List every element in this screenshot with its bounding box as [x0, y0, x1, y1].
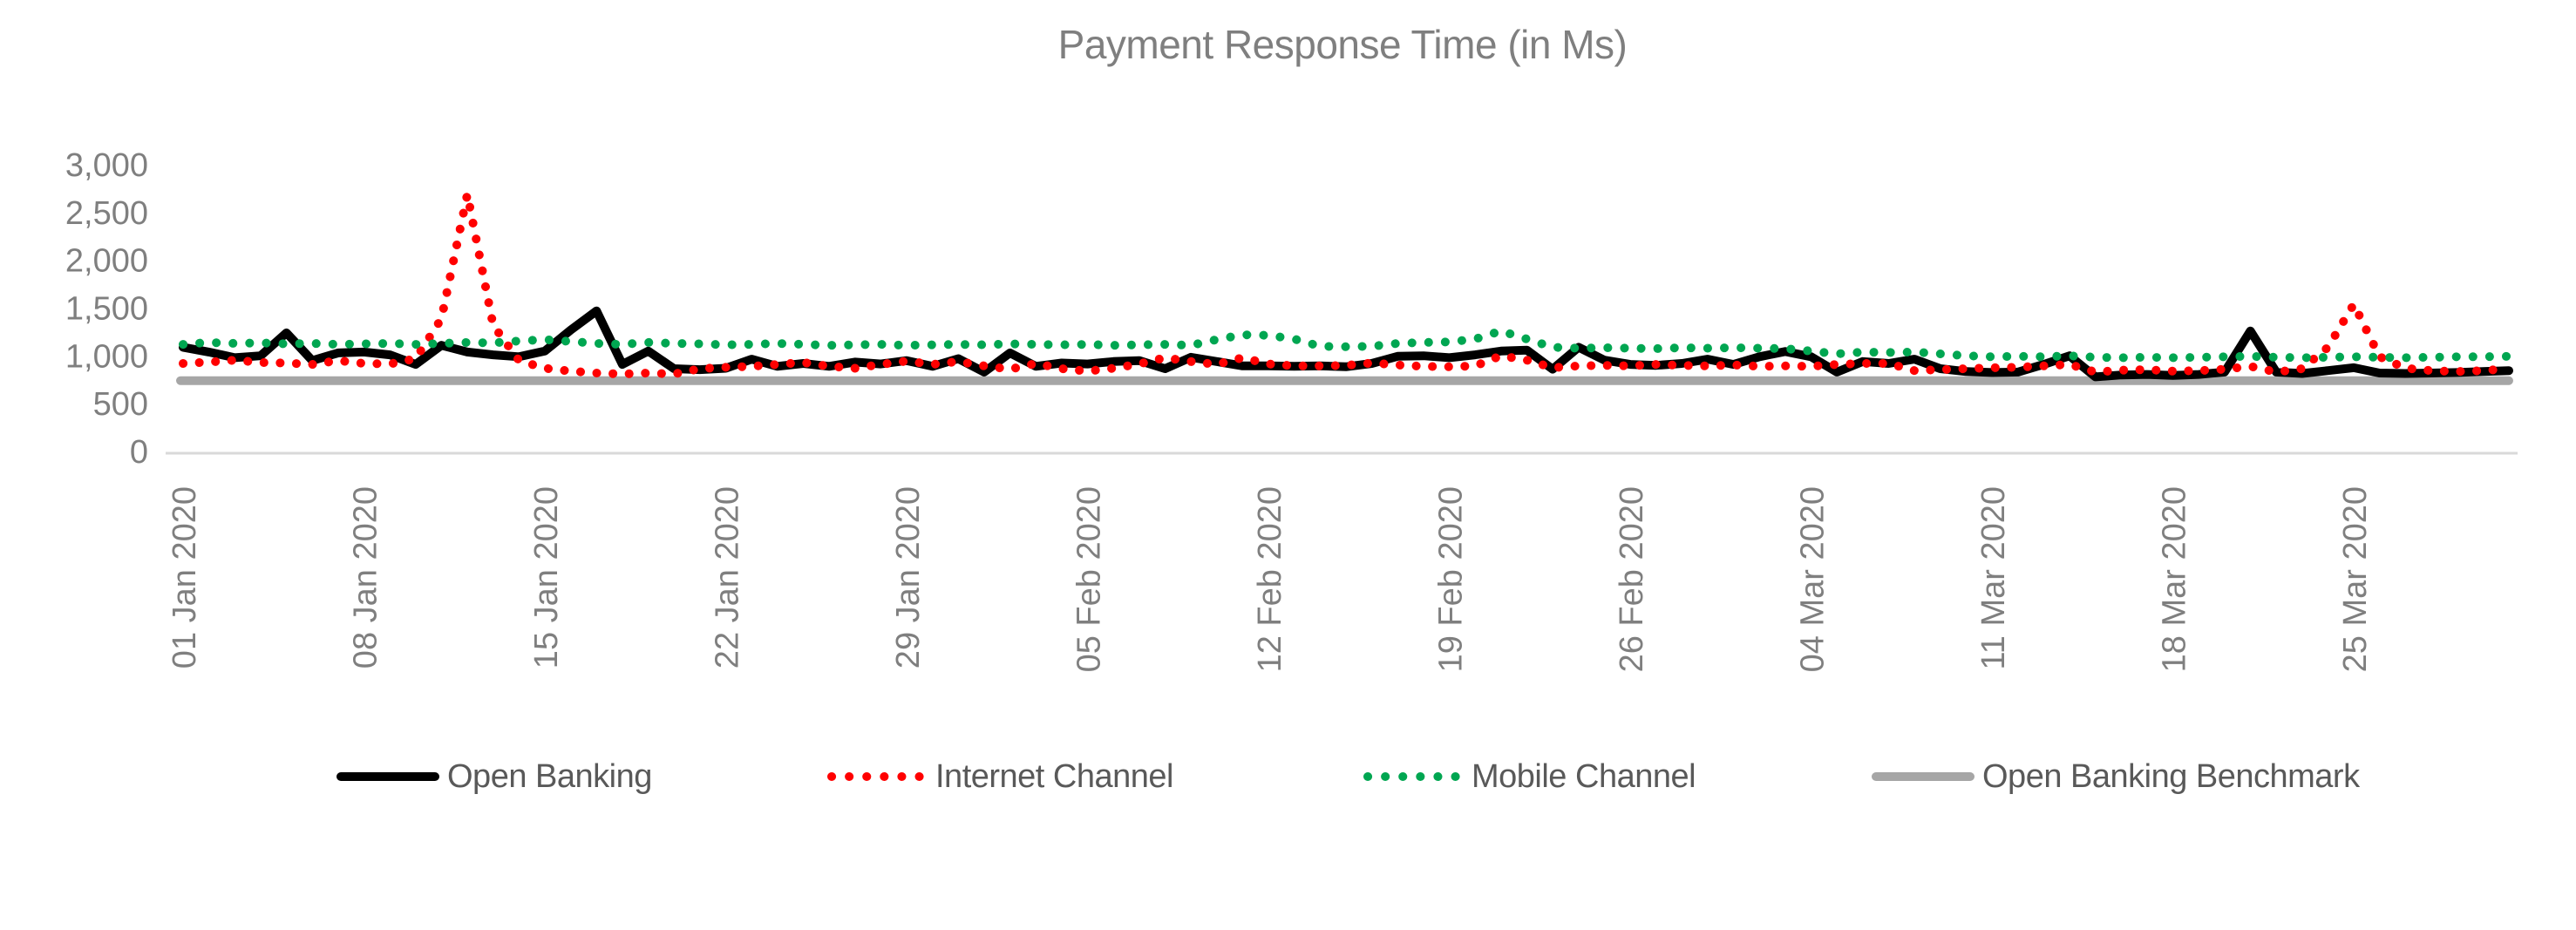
legend-swatch-solid-black-icon: [336, 772, 439, 781]
x-tick-label: 11 Mar 2020: [1975, 486, 2012, 670]
legend-item-open-banking: Open Banking: [336, 755, 652, 798]
legend-item-internet-channel: Internet Channel: [825, 755, 1173, 798]
x-axis-tick-labels: 01 Jan 2020 08 Jan 2020 15 Jan 2020 22 Jan …: [167, 486, 2374, 672]
x-tick-label: 26 Feb 2020: [1614, 486, 1650, 672]
x-tick-label: 29 Jan 2020: [890, 486, 927, 669]
x-tick-label: 25 Mar 2020: [2337, 486, 2374, 672]
x-tick-label: 15 Jan 2020: [528, 486, 565, 669]
y-tick-label: 1,500: [65, 291, 148, 328]
y-tick-label: 2,500: [65, 195, 148, 232]
y-tick-label: 500: [93, 386, 148, 423]
series-internet-channel: [179, 189, 2513, 379]
legend-label-mobile-channel: Mobile Channel: [1472, 757, 1696, 795]
series-mobile-channel: [179, 326, 2513, 363]
y-axis-tick-labels: 0 500 1,000 1,500 2,000 2,500 3,000: [65, 147, 148, 471]
legend-swatch-solid-gray-icon: [1872, 772, 1974, 781]
y-tick-label: 0: [130, 434, 148, 471]
legend-label-open-banking-benchmark: Open Banking Benchmark: [1982, 757, 2360, 795]
chart-title: Payment Response Time (in Ms): [1057, 22, 1628, 67]
legend-label-internet-channel: Internet Channel: [935, 757, 1173, 795]
x-tick-label: 04 Mar 2020: [1795, 486, 1832, 672]
x-tick-label: 12 Feb 2020: [1252, 486, 1288, 672]
legend-item-open-banking-benchmark: Open Banking Benchmark: [1872, 755, 2360, 798]
y-tick-label: 2,000: [65, 243, 148, 280]
y-tick-label: 1,000: [65, 338, 148, 375]
legend-label-open-banking: Open Banking: [447, 757, 652, 795]
x-tick-label: 22 Jan 2020: [710, 486, 746, 669]
legend-item-mobile-channel: Mobile Channel: [1361, 755, 1696, 798]
legend-swatch-dotted-green-icon: [1363, 772, 1463, 781]
legend: Open Banking Internet Channel Mobile Cha…: [0, 755, 2576, 798]
y-tick-label: 3,000: [65, 147, 148, 184]
x-tick-label: 18 Mar 2020: [2157, 486, 2193, 672]
series-open-banking: [179, 306, 2513, 382]
x-tick-label: 08 Jan 2020: [348, 486, 384, 669]
x-tick-label: 01 Jan 2020: [167, 486, 203, 669]
x-tick-label: 19 Feb 2020: [1433, 486, 1470, 672]
legend-swatch-dotted-red-icon: [827, 772, 927, 781]
x-tick-label: 05 Feb 2020: [1071, 486, 1108, 672]
